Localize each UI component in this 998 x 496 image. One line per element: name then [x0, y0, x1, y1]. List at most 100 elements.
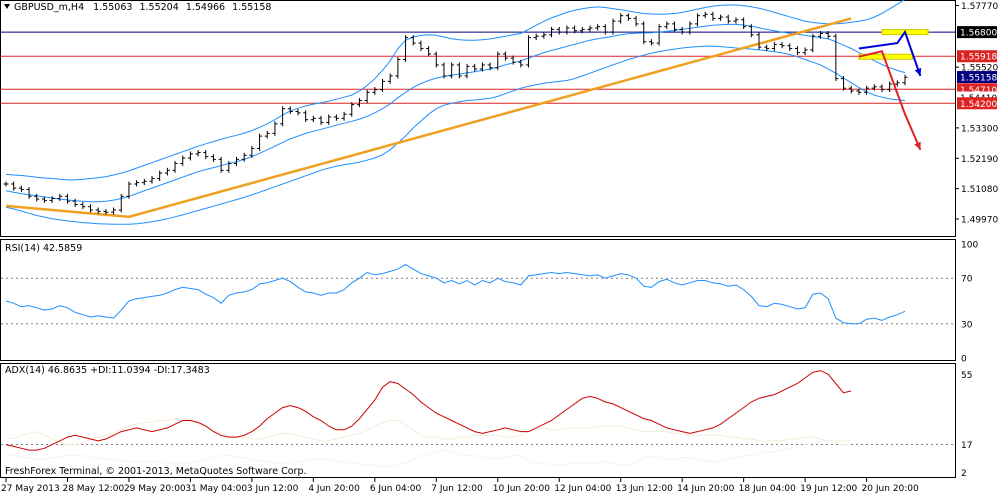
price-tag-label: 1.56800 — [960, 29, 997, 39]
price-bar — [848, 85, 854, 94]
horizontal-levels — [1, 31, 955, 104]
price-bar — [879, 84, 885, 93]
price-bar — [64, 193, 70, 204]
price-bar — [794, 46, 800, 56]
dropdown-triangle-icon[interactable] — [4, 4, 10, 9]
price-bar — [771, 41, 777, 51]
forecast-path-1 — [858, 50, 922, 151]
time-tick-label: 29 May 20:00 — [124, 484, 186, 494]
price-bar — [303, 110, 309, 123]
time-tick-label: 3 Jun 12:00 — [247, 484, 299, 494]
price-bar — [556, 26, 562, 35]
price-bar — [241, 152, 247, 162]
price-bar — [610, 18, 616, 35]
footer-copyright: FreshForex Terminal, © 2001-2013, MetaQu… — [5, 466, 307, 477]
price-tag-label: 1.55918 — [960, 53, 997, 63]
adx-tick-label: 55 — [961, 371, 972, 381]
price-bar — [664, 21, 670, 30]
price-bar — [310, 115, 316, 123]
price-tag-bg — [957, 97, 997, 110]
price-bar — [595, 24, 601, 31]
price-bar — [257, 133, 263, 151]
price-bar — [564, 25, 570, 35]
price-bar — [41, 196, 47, 203]
forecast-path-0 — [858, 29, 922, 77]
price-bar — [549, 26, 555, 38]
price-bar — [26, 187, 32, 199]
price-bar — [3, 181, 9, 187]
upper-band-line — [5, 0, 905, 181]
price-bar — [341, 111, 347, 121]
price-tick-label: 1.51080 — [961, 185, 998, 195]
price-tags: 1.568001.559181.551581.547101.544101.542… — [957, 26, 997, 110]
price-bar — [725, 14, 731, 24]
time-tick-label: 14 Jun 20:00 — [677, 484, 734, 494]
price-bar — [864, 85, 870, 95]
price-bar — [817, 31, 823, 39]
price-bar — [748, 24, 754, 38]
price-bar — [625, 13, 631, 21]
price-bar — [502, 51, 508, 61]
price-bar — [410, 35, 416, 46]
time-tick-label: 12 Jun 04:00 — [554, 484, 611, 494]
price-bar — [203, 150, 209, 160]
time-tick-label: 19 Jun 12:00 — [800, 484, 857, 494]
adx-panel-frame — [0, 363, 956, 478]
price-bar — [180, 155, 186, 166]
price-bar — [633, 15, 639, 27]
price-bars — [3, 11, 908, 215]
price-tag-bg — [957, 50, 997, 63]
price-bar — [164, 167, 170, 176]
price-bar — [764, 44, 770, 51]
price-bar — [395, 57, 401, 79]
price-bar — [364, 89, 370, 103]
price-tick-label: 1.49970 — [961, 216, 998, 226]
adx-tick-label: 17 — [961, 441, 972, 451]
price-bar — [579, 26, 585, 34]
price-bar — [295, 109, 301, 116]
price-bar — [487, 62, 493, 71]
price-bar — [18, 185, 24, 192]
price-bar — [218, 156, 224, 173]
price-axis: 1.57770 1.55520 1.53300 1.52190 1.51080 1.499… — [955, 2, 998, 226]
forecast-arrows — [858, 29, 922, 151]
price-bar — [718, 14, 724, 21]
price-bar — [210, 154, 216, 162]
price-bar — [464, 63, 470, 79]
price-bar — [249, 145, 255, 158]
time-tick-label: 4 Jun 20:00 — [308, 484, 360, 494]
price-bar — [787, 43, 793, 51]
rsi-line — [5, 263, 906, 325]
price-bar — [441, 62, 447, 79]
time-tick-label: 6 Jun 04:00 — [370, 484, 422, 494]
price-bar — [318, 115, 324, 125]
price-tick-label: 1.57770 — [961, 2, 998, 12]
price-bar — [126, 181, 132, 199]
price-bar — [326, 114, 332, 125]
price-bar — [695, 13, 701, 27]
price-bar — [141, 178, 147, 186]
price-tick-label: 1.52190 — [961, 155, 998, 165]
price-tag: 1.54200 — [957, 97, 997, 110]
trendlines — [5, 17, 852, 219]
time-axis: 27 May 2013 28 May 12:00 29 May 20:00 31 Ma… — [1, 478, 919, 494]
price-bar — [641, 21, 647, 45]
price-bar — [710, 11, 716, 21]
price-tag-bg — [957, 71, 997, 84]
price-bar — [679, 26, 685, 35]
time-tick-label: 7 Jun 12:00 — [431, 484, 483, 494]
ohlc-open: 1.55063 — [93, 2, 132, 13]
time-tick-label: 13 Jun 12:00 — [616, 484, 673, 494]
price-bar — [802, 47, 808, 56]
price-bar — [118, 193, 124, 213]
rsi-header: RSI(14) 42.5859 — [5, 243, 82, 254]
price-bar — [272, 121, 278, 136]
price-bar — [195, 150, 201, 157]
price-bar — [533, 33, 539, 41]
price-bar — [95, 207, 101, 214]
bollinger-bands — [5, 0, 906, 225]
price-bar — [380, 78, 386, 93]
price-bar — [856, 88, 862, 95]
price-bar — [134, 180, 140, 187]
